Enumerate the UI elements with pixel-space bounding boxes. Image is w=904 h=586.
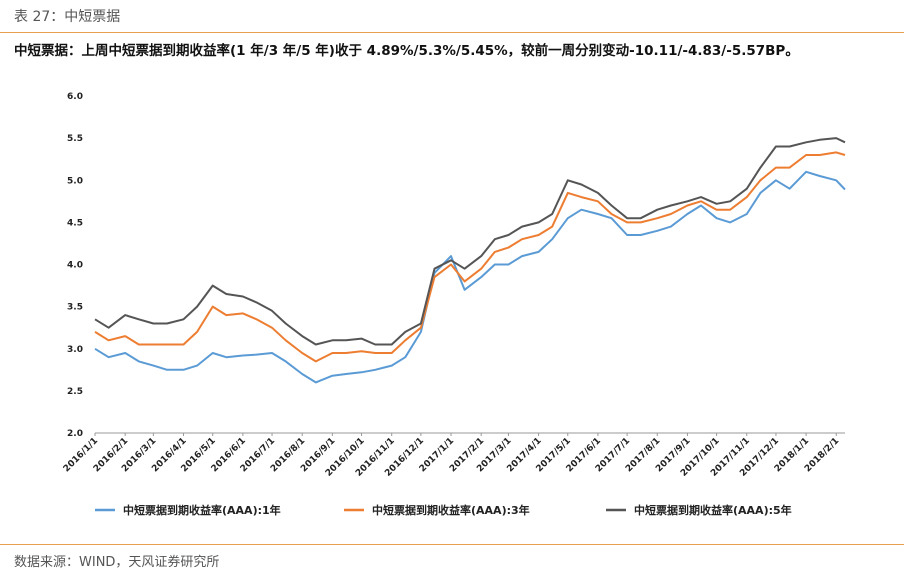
legend-label-1: 中短票据到期收益率(AAA):1年: [123, 503, 281, 517]
y-axis: 6.0 5.5 5.0 4.5 4.0 3.5 3.0 2.5 2.0: [67, 92, 83, 439]
figure-caption: 表 27：中短票据: [14, 9, 121, 25]
y-tick-label: 3.0: [67, 345, 83, 355]
legend-label-2: 中短票据到期收益率(AAA):3年: [372, 503, 530, 517]
series-line-1: [94, 170, 846, 384]
bottom-divider: [0, 544, 904, 545]
y-tick-label: 2.0: [67, 429, 83, 439]
x-axis: 2016/1/12016/2/12016/3/12016/4/12016/5/1…: [62, 432, 845, 479]
y-tick-label: 6.0: [67, 92, 83, 102]
series-line-3: [94, 137, 846, 346]
series-line-2: [94, 151, 846, 363]
y-tick-label: 3.5: [67, 303, 83, 313]
y-tick-label: 4.0: [67, 261, 83, 271]
line-chart: 6.0 5.5 5.0 4.5 4.0 3.5 3.0 2.5 2.0 2016/1/12016…: [62, 92, 846, 517]
chart-headline: 中短票据：上周中短票据到期收益率(1 年/3 年/5 年)收于 4.89%/5.…: [14, 43, 799, 59]
y-tick-label: 4.5: [67, 218, 83, 228]
top-divider: [0, 32, 904, 33]
y-tick-label: 5.5: [67, 134, 83, 144]
chart-legend: 中短票据到期收益率(AAA):1年 中短票据到期收益率(AAA):3年 中短票据到期…: [95, 503, 792, 517]
y-tick-label: 2.5: [67, 387, 83, 397]
series-lines: [94, 137, 846, 384]
y-tick-label: 5.0: [67, 176, 83, 186]
legend-label-3: 中短票据到期收益率(AAA):5年: [634, 503, 792, 517]
data-source: 数据来源：WIND，天风证券研究所: [14, 555, 220, 570]
